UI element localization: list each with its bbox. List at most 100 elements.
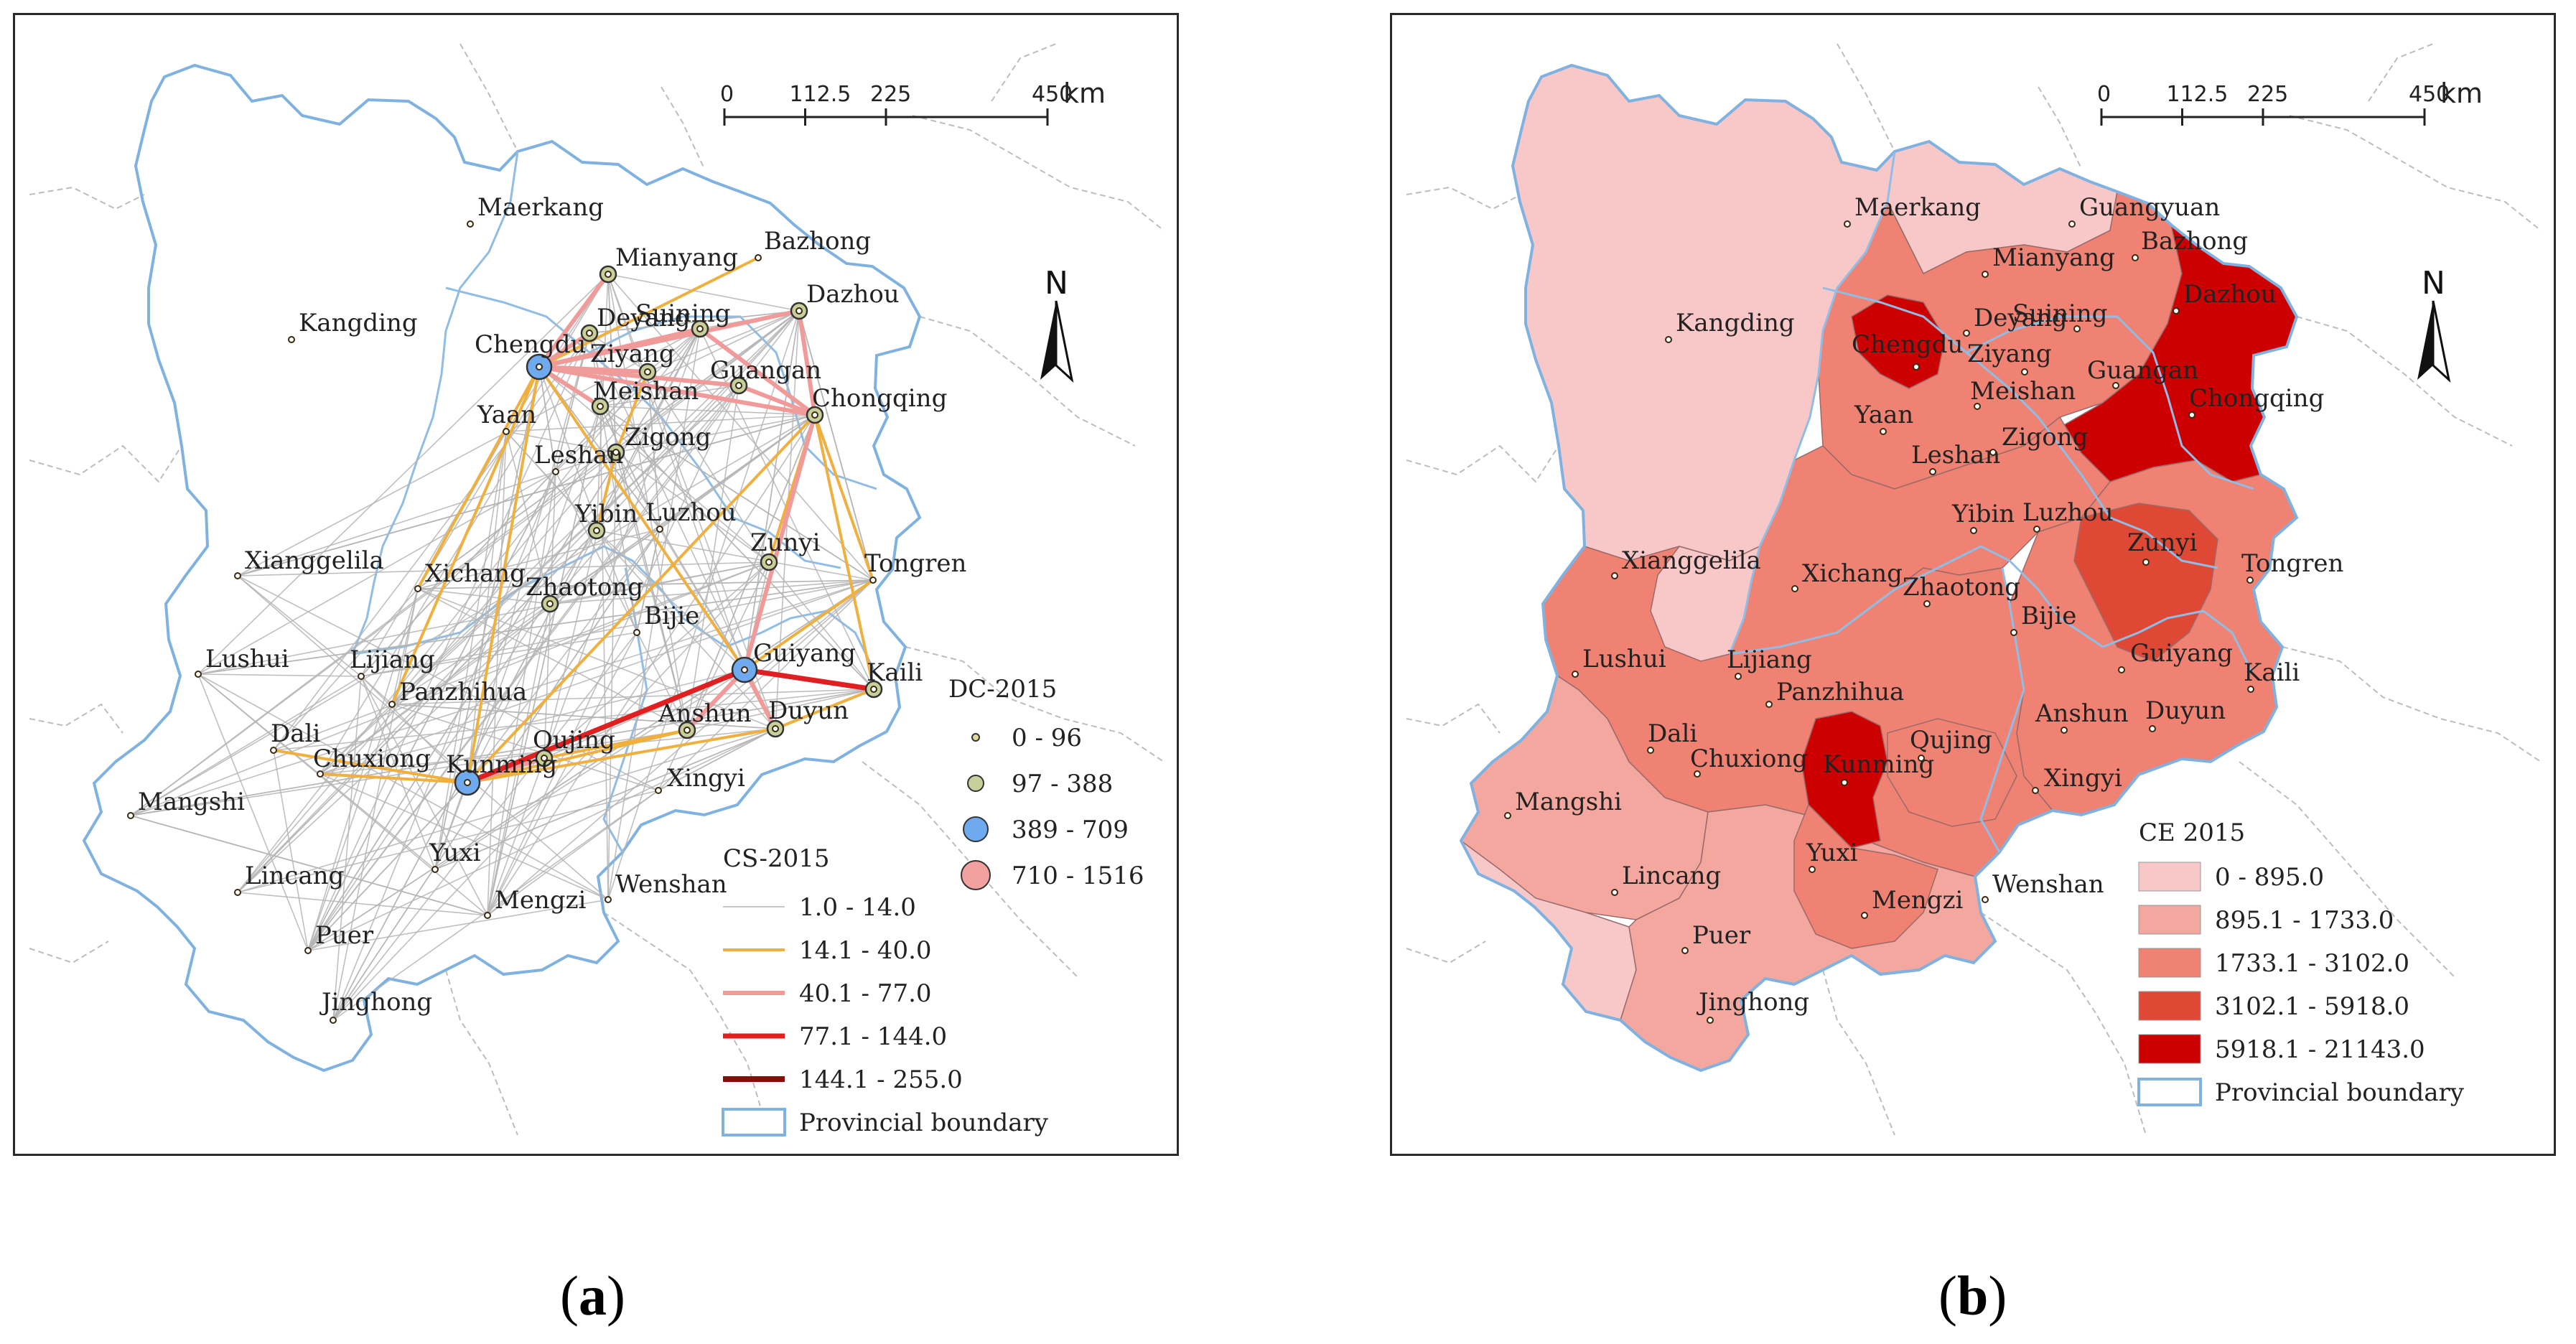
city-label-yuxi: Yuxi bbox=[1806, 839, 1858, 867]
legend-cs-label-0: 1.0 - 14.0 bbox=[799, 893, 916, 922]
city-label-xianggelila: Xianggelila bbox=[1622, 546, 1761, 575]
link-lijiang-tongren bbox=[360, 579, 874, 677]
city-label-lincang: Lincang bbox=[1622, 862, 1721, 890]
caption-b-letter: b bbox=[1956, 1264, 1989, 1327]
city-dot-duyun bbox=[772, 725, 779, 732]
city-label-lijiang: Lijiang bbox=[350, 645, 435, 674]
city-dot-guangyuan bbox=[2068, 220, 2076, 228]
caption-a-letter: a bbox=[578, 1264, 607, 1327]
link-chongqing-dazhou bbox=[797, 309, 817, 417]
city-dot-xingyi bbox=[655, 787, 662, 794]
link-jinghong-lijiang bbox=[332, 676, 362, 1021]
city-dot-suining bbox=[696, 325, 704, 332]
city-dot-zhaotong bbox=[1923, 600, 1931, 607]
link-chuxiong-deyang bbox=[319, 332, 590, 775]
link-puer-duyun bbox=[307, 728, 776, 951]
map-panel-a: Maerkang Mianyang Bazhong Dazhou Kangding Che… bbox=[13, 13, 1179, 1156]
north-label: N bbox=[1045, 265, 1068, 302]
legend-cs-label-2: 40.1 - 77.0 bbox=[799, 979, 932, 1008]
city-label-tongren: Tongren bbox=[2241, 549, 2343, 578]
link-kunming-duyun bbox=[466, 727, 777, 784]
link-puer-leshan bbox=[307, 471, 556, 951]
link-yibin-dazhou bbox=[596, 310, 800, 531]
city-label-mengzi: Mengzi bbox=[495, 886, 587, 915]
link-puer-wenshan bbox=[307, 899, 609, 951]
caption-a: (a) bbox=[560, 1264, 625, 1327]
city-dot-chongqing bbox=[811, 411, 818, 419]
link-mengzi-guangan bbox=[487, 385, 739, 916]
link-chengdu-panzhihua bbox=[391, 365, 541, 706]
link-lushui-leshan bbox=[197, 471, 556, 675]
city-label-puer: Puer bbox=[315, 921, 374, 950]
link-yuxi-chengdu bbox=[434, 366, 540, 870]
provincial-boundary bbox=[82, 63, 922, 1073]
link-suining-qujing bbox=[543, 328, 701, 759]
county-boundary-3 bbox=[1406, 703, 1501, 734]
city-label-suining: Suining bbox=[2012, 299, 2108, 328]
north-arrow-right bbox=[1055, 300, 1074, 383]
link-dazhou-lincang bbox=[237, 310, 800, 893]
city-label-suining: Suining bbox=[635, 299, 731, 328]
county-boundary-9 bbox=[603, 912, 770, 1136]
map-panel-b: Maerkang Mianyang Bazhong Dazhou Kangding Che… bbox=[1390, 13, 2556, 1156]
link-mangshi-kaili bbox=[130, 689, 874, 816]
link-suining-wenshan bbox=[607, 328, 701, 900]
link-zigong-wenshan bbox=[607, 452, 617, 900]
link-chengdu-luzhou bbox=[538, 366, 661, 530]
city-label-chengdu: Chengdu bbox=[475, 330, 586, 359]
city-dot-lincang bbox=[1611, 889, 1618, 896]
county-boundary-11 bbox=[2368, 43, 2434, 102]
city-label-dali: Dali bbox=[271, 719, 320, 748]
link-lushui-mianyang bbox=[197, 274, 609, 675]
city-label-meishan: Meishan bbox=[593, 377, 699, 406]
link-chengdu-dazhou bbox=[537, 309, 801, 369]
map-b-canvas: Maerkang Mianyang Bazhong Dazhou Kangding Che… bbox=[1406, 43, 2542, 1136]
provincial-boundary-4 bbox=[1966, 315, 2254, 490]
link-ziyang-lijiang bbox=[360, 371, 648, 677]
city-label-guangan: Guangan bbox=[2087, 356, 2198, 385]
provincial-boundary-5 bbox=[2102, 610, 2255, 676]
link-puer-xichang bbox=[307, 588, 419, 951]
county-boundary-3 bbox=[29, 703, 123, 734]
city-label-luzhou: Luzhou bbox=[645, 498, 737, 527]
county-boundary-7 bbox=[905, 646, 1165, 762]
link-chongqing-kunming bbox=[466, 414, 816, 784]
city-dot-dazhou bbox=[795, 307, 803, 314]
link-chongqing-guangan bbox=[737, 383, 817, 417]
link-deyang-anshun bbox=[589, 332, 688, 731]
city-dot-suining bbox=[2073, 325, 2081, 332]
city-label-leshan: Leshan bbox=[1911, 441, 2000, 470]
city-dot-mianyang bbox=[605, 271, 612, 278]
city-dot-chuxiong bbox=[1694, 770, 1701, 778]
legend-ce-symbol-5 bbox=[2137, 1078, 2202, 1106]
link-xichang-mianyang bbox=[417, 274, 609, 589]
dc-nodes bbox=[454, 265, 883, 796]
city-label-bijie: Bijie bbox=[2021, 602, 2076, 630]
legend-dc-symbol-0 bbox=[971, 733, 980, 742]
city-label-kunming: Kunming bbox=[1823, 750, 1934, 779]
city-label-kunming: Kunming bbox=[446, 750, 557, 779]
legend-ce-label-0: 0 - 895.0 bbox=[2215, 863, 2324, 892]
link-chongqing-mangshi bbox=[130, 414, 816, 816]
legend-cs-label-5: Provincial boundary bbox=[799, 1109, 1049, 1137]
link-chengdu-mianyang bbox=[537, 272, 610, 369]
city-label-duyun: Duyun bbox=[2145, 696, 2226, 725]
city-label-yibin: Yibin bbox=[574, 500, 638, 528]
legend-ce-title: CE 2015 bbox=[2139, 818, 2245, 847]
link-puer-kunming bbox=[307, 782, 468, 951]
city-dot-dali bbox=[1647, 747, 1654, 754]
legend-ce-symbol-1 bbox=[2138, 905, 2201, 935]
city-dot-anshun bbox=[2061, 727, 2068, 734]
city-label-xingyi: Xingyi bbox=[2044, 764, 2122, 793]
link-zigong-chongqing bbox=[615, 414, 816, 453]
city-labels: Maerkang Mianyang Bazhong Dazhou Kangding Che… bbox=[127, 193, 966, 1024]
north-arrow-icon: N bbox=[1040, 265, 1074, 383]
scale-tick-label-2: 225 bbox=[870, 82, 911, 107]
city-label-ziyang: Ziyang bbox=[1967, 340, 2052, 368]
link-chuxiong-wenshan bbox=[319, 773, 609, 900]
city-label-lincang: Lincang bbox=[245, 862, 344, 890]
legend-dc-symbol-1 bbox=[967, 775, 984, 792]
legend-ce-symbol-0 bbox=[2138, 862, 2201, 892]
